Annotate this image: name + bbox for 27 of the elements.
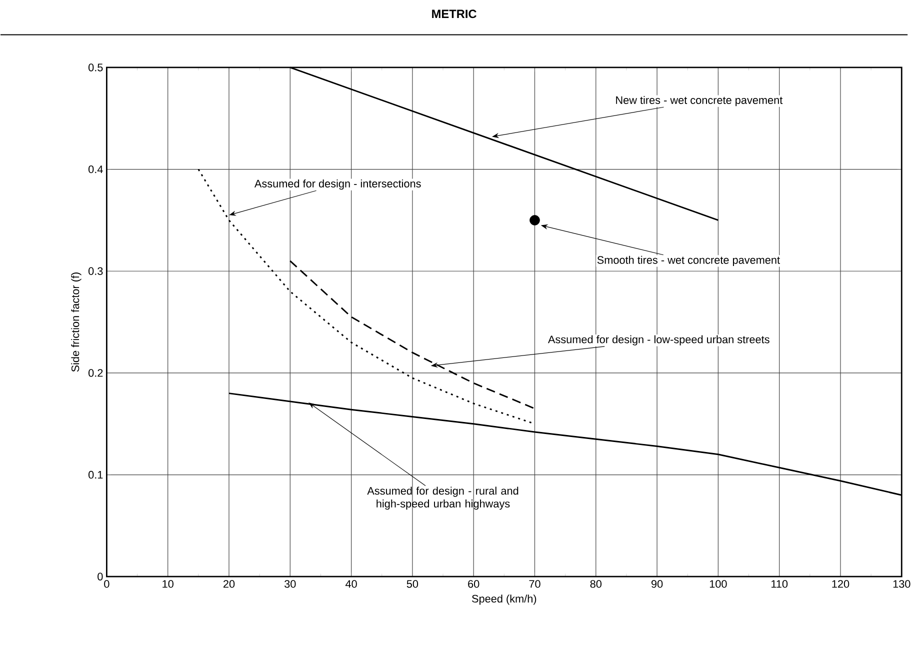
chart-title: METRIC [432,10,476,18]
x-tick-label: 40 [345,580,357,588]
annotation: Assumed for design - intersections [254,180,421,190]
x-tick-label: 30 [284,580,296,588]
x-tick-label: 70 [529,580,540,588]
y-tick-label: 0.3 [88,267,103,275]
x-tick-label: 60 [468,580,480,588]
x-axis-title: Speed (km/h) [472,594,536,605]
x-tick-label: 20 [223,580,235,588]
x-tick-label: 50 [406,580,418,588]
x-tick-label: 120 [832,580,850,588]
x-tick-label: 100 [710,580,727,588]
y-tick-label: 0.4 [88,165,103,174]
x-tick-label: 10 [162,580,174,588]
x-tick-label: 130 [893,580,910,588]
x-tick-label: 80 [590,580,602,588]
y-axis-title: Side friction factor (f) [71,272,82,372]
y-tick-label: 0.1 [88,470,103,479]
x-tick-label: 110 [771,580,788,588]
x-tick-label: 90 [652,580,663,588]
annotation: Assumed for design - low-speed urban streets [548,335,770,346]
y-tick-label: 0.5 [88,64,103,72]
annotation: Smooth tires - wet concrete pavement [597,256,780,266]
y-tick-label: 0 [98,572,103,580]
annotation: New tires - wet concrete pavement [616,96,783,106]
x-tick-label: 0 [104,580,110,588]
y-tick-label: 0.2 [88,369,103,377]
